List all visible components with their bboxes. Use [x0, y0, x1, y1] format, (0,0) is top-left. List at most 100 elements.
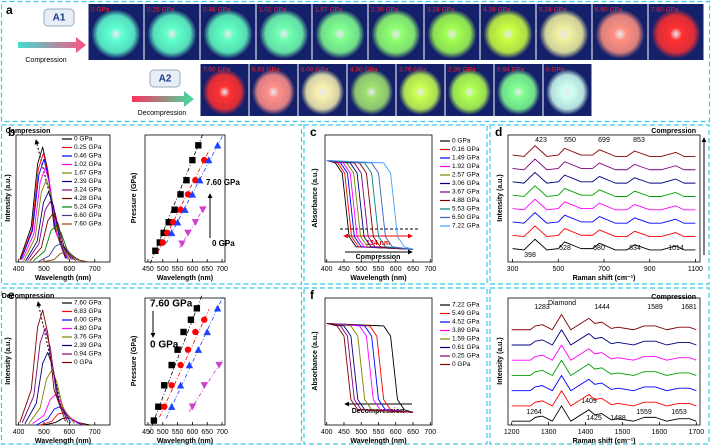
photo-glow	[398, 69, 443, 115]
series-line	[326, 322, 414, 413]
panel-border	[0, 287, 303, 445]
peak-label: 1409	[581, 398, 597, 405]
point	[169, 219, 177, 226]
legend-label: 4.28 GPa	[74, 195, 102, 202]
peak-label: 423	[535, 137, 547, 144]
y-axis-title: Absorbance (a.u.)	[312, 168, 319, 227]
legend-label: 2.57 GPa	[452, 172, 480, 179]
point	[213, 141, 222, 149]
point	[160, 229, 167, 237]
x-tick-label: 650	[407, 266, 419, 273]
legend-label: 6.60 GPa	[74, 212, 102, 219]
legend-label: 4.80 GPa	[74, 325, 102, 332]
x-tick-label: 700	[89, 429, 101, 436]
pressure-label: 0 GPa	[546, 67, 565, 74]
legend-label: 3.06 GPa	[452, 180, 480, 187]
direction-arrow	[132, 91, 194, 107]
pressure-label: 6.83 GPa	[252, 67, 280, 74]
series-line	[27, 201, 74, 262]
pressure-label: 4.28 GPa	[483, 7, 511, 14]
point	[184, 229, 192, 237]
point	[173, 218, 182, 226]
point	[178, 240, 186, 248]
point	[201, 316, 208, 323]
pressure-label: 1.67 GPa	[315, 7, 343, 14]
x-tick-label: 1400	[578, 429, 594, 436]
legend-label: 1.92 GPa	[452, 163, 480, 170]
point	[191, 219, 200, 226]
pressure-label: 0.94 GPa	[497, 67, 525, 74]
pressure-label: 7.60 GPa	[651, 7, 679, 14]
x-tick-label: 1100	[688, 266, 703, 273]
x-tick-label: 650	[201, 266, 213, 273]
pressure-label: 0.46 GPa	[203, 7, 231, 14]
legend-label: 4.52 GPa	[452, 319, 480, 326]
photo-glow	[203, 9, 253, 59]
point	[177, 206, 184, 213]
panel-border	[489, 287, 710, 445]
x-tick-label: 400	[13, 429, 25, 436]
legend-label: 4.88 GPa	[452, 197, 480, 204]
peak-label: 834	[629, 245, 641, 252]
x-axis-title: Wavelength (nm)	[35, 275, 91, 282]
point	[174, 346, 181, 353]
series-line	[511, 375, 697, 392]
trend-arrow	[36, 301, 63, 411]
point	[164, 229, 171, 237]
fit-line	[165, 134, 224, 244]
annotation: Compression	[356, 254, 401, 261]
photo-glow	[349, 69, 394, 115]
y-axis-title: Intensity (a.u.)	[5, 174, 12, 221]
x-tick-label: 450	[338, 429, 350, 436]
point	[176, 381, 185, 389]
series-line	[511, 329, 697, 346]
direction-label: Compression	[25, 57, 66, 64]
panel-label: f	[310, 288, 315, 302]
series-line	[326, 159, 414, 250]
plot-frame	[324, 297, 433, 426]
legend-label: 5.53 GPa	[452, 206, 480, 213]
x-tick-label: 700	[424, 429, 436, 436]
panel-label: a	[6, 3, 13, 17]
pressure-label: 6.60 GPa	[595, 7, 623, 14]
photo-glow	[545, 69, 590, 115]
x-tick-label: 700	[216, 266, 228, 273]
legend-label: 0.16 GPa	[452, 146, 480, 153]
photo-glow	[300, 69, 345, 115]
x-tick-label: 700	[424, 266, 436, 273]
point	[192, 328, 199, 336]
x-tick-label: 450	[338, 266, 350, 273]
x-tick-label: 600	[390, 429, 402, 436]
x-tick-label: 600	[390, 266, 402, 273]
x-tick-label: 700	[598, 266, 610, 273]
legend-label: 1.02 GPa	[74, 161, 102, 168]
series-line	[326, 322, 414, 413]
x-tick-label: 450	[142, 266, 154, 273]
pressure-label: 3.24 GPa	[427, 7, 455, 14]
x-tick-label: 500	[355, 429, 367, 436]
point	[189, 156, 196, 164]
annotation: 7.60 GPa	[150, 299, 193, 310]
annotation: 7.60 GPa	[206, 178, 240, 187]
annotation: 0 GPa	[212, 239, 235, 248]
photo-glow	[202, 69, 247, 115]
point	[200, 382, 208, 389]
legend-label: 0.94 GPa	[74, 351, 102, 358]
point	[185, 361, 194, 369]
x-tick-label: 600	[187, 429, 199, 436]
x-tick-label: 600	[64, 266, 76, 273]
x-tick-label: 400	[13, 266, 25, 273]
x-tick-label: 650	[407, 429, 419, 436]
panel-label: b	[8, 125, 15, 139]
legend-label: 5.49 GPa	[452, 310, 480, 317]
series-line	[511, 314, 697, 331]
series-line	[326, 322, 414, 413]
point	[205, 156, 213, 164]
legend-label: 7.22 GPa	[452, 223, 480, 230]
x-tick-label: 1600	[652, 429, 668, 436]
point	[199, 206, 207, 214]
point	[193, 305, 201, 312]
x-tick-label: 1200	[504, 429, 520, 436]
photo-glow	[91, 9, 141, 59]
